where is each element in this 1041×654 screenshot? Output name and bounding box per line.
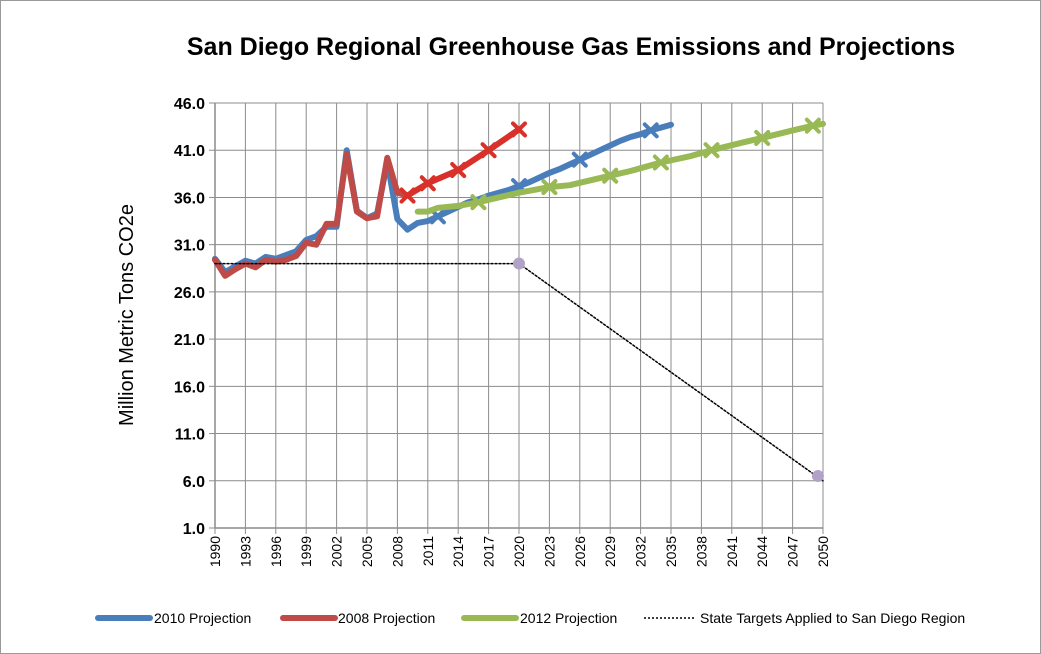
x-tick-label: 2014 (450, 536, 466, 567)
series-line-3 (414, 120, 826, 215)
x-tick-label: 2011 (420, 536, 436, 566)
y-axis-label: Million Metric Tons CO2e (116, 204, 138, 426)
target-marker (811, 470, 824, 483)
x-marker (642, 122, 659, 139)
x-marker (652, 154, 669, 171)
y-tick-label: 31.0 (174, 238, 205, 255)
x-tick-label: 2044 (754, 536, 770, 567)
x-tick-label: 1999 (298, 536, 314, 567)
series-layer (212, 117, 826, 483)
chart-title: San Diego Regional Greenhouse Gas Emissi… (187, 33, 955, 61)
x-tick-label: 2038 (693, 536, 709, 567)
x-marker (804, 117, 821, 134)
y-tick-label: 21.0 (174, 332, 205, 349)
x-tick-label: 2005 (359, 536, 375, 567)
y-tick-label: 6.0 (183, 474, 205, 491)
x-tick-label: 2020 (511, 536, 527, 567)
x-tick-label: 1993 (237, 536, 253, 567)
legend-label: 2010 Projection (154, 610, 251, 626)
y-tick-label: 11.0 (175, 427, 205, 444)
y-tick-label: 1.0 (183, 521, 205, 538)
x-tick-label: 2041 (724, 536, 740, 567)
series-line-0 (212, 121, 674, 276)
series-line-1 (212, 151, 411, 279)
target-marker (513, 257, 525, 270)
x-marker (480, 142, 497, 159)
x-axis-ticks: 1990 1993 1996 1999 2002 2005 2008 2011 2014 2017… (207, 536, 831, 567)
x-marker (470, 194, 487, 211)
x-tick-label: 2047 (785, 536, 801, 567)
x-tick-label: 2017 (481, 536, 497, 567)
x-marker (511, 121, 527, 138)
x-tick-label: 2050 (815, 536, 831, 567)
x-marker (419, 175, 436, 192)
y-tick-label: 41.0 (174, 143, 205, 160)
legend-label: State Targets Applied to San Diego Regio… (700, 610, 965, 626)
legend-label: 2012 Projection (520, 610, 617, 626)
x-tick-label: 1990 (207, 536, 223, 567)
x-tick-label: 2032 (633, 536, 649, 567)
x-tick-label: 1996 (268, 536, 284, 567)
x-marker (703, 142, 720, 159)
x-tick-label: 2035 (663, 536, 679, 567)
axes (209, 102, 824, 534)
y-tick-label: 16.0 (174, 379, 205, 396)
x-marker (571, 151, 588, 168)
x-marker (754, 129, 771, 146)
x-tick-label: 2002 (329, 536, 345, 567)
x-tick-label: 2023 (541, 536, 557, 567)
x-tick-label: 2029 (602, 536, 618, 567)
x-tick-label: 2026 (572, 536, 588, 567)
x-marker (399, 187, 416, 204)
legend: 2010 Projection 2008 Projection 2012 Proje… (95, 610, 965, 626)
y-tick-label: 26.0 (174, 285, 205, 302)
y-axis-ticks: 1.0 6.0 11.0 16.0 21.0 26.0 31.0 36.0 41.0 46.0 (174, 96, 205, 538)
legend-label: 2008 Projection (338, 610, 435, 626)
y-tick-label: 36.0 (174, 190, 205, 207)
x-marker (450, 162, 467, 179)
grid (214, 102, 824, 529)
x-tick-label: 2008 (389, 536, 405, 567)
y-tick-label: 46.0 (174, 96, 205, 113)
x-marker (602, 167, 619, 184)
x-marker (541, 179, 558, 196)
